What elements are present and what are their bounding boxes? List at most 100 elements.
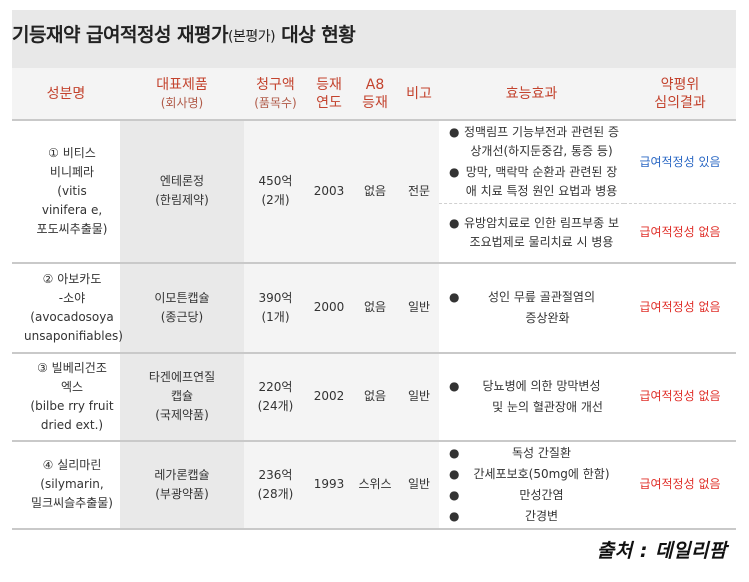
product-line: 레가론캡슐 bbox=[154, 467, 210, 482]
effect-text: 및 눈의 혈관장애 개선 bbox=[492, 399, 603, 414]
effect-item: 및 눈의 혈관장애 개선 bbox=[449, 398, 620, 417]
title-paren: (본평가) bbox=[228, 29, 276, 45]
bullet-icon: ● bbox=[449, 466, 460, 481]
year-cell: 1993 bbox=[307, 440, 351, 530]
bullet-icon: ● bbox=[449, 165, 460, 179]
product-cell: 엔테론정 (한림제약) bbox=[120, 120, 244, 264]
title-bar bbox=[12, 10, 736, 68]
note-cell: 일반 bbox=[399, 440, 439, 530]
table-row: ③ 빌베리건조 엑스 (bilbe rry fruit dried ext.) 타겐에프… bbox=[12, 352, 736, 442]
bullet-icon: ● bbox=[449, 125, 460, 139]
ingredient-line: (avocadosoya bbox=[30, 309, 114, 324]
ingredient-line: -소야 bbox=[58, 290, 86, 305]
effect-item: ● 독성 간질환 bbox=[449, 444, 620, 463]
ingredient-line: 포도씨추출물) bbox=[36, 221, 108, 236]
product-cell: 이모튼캡슐 (종근당) bbox=[120, 262, 244, 354]
effect-text: 유방암치료로 인한 림프부종 보조요법제로 물리치료 시 병용 bbox=[464, 215, 619, 249]
effect-text: 정맥림프 기능부전과 관련된 증상개선(하지둔중감, 통증 등) bbox=[464, 125, 619, 158]
effect-text: 성인 무릎 골관절염의 bbox=[488, 289, 595, 304]
ingredient-line: ③ 빌베리건조 bbox=[37, 360, 107, 375]
bullet-icon: ● bbox=[449, 508, 460, 523]
effect-text: 증상완화 bbox=[525, 310, 570, 325]
table-row: ● 유방암치료로 인한 림프부종 보조요법제로 물리치료 시 병용 급여적정성 없음 bbox=[12, 203, 736, 264]
col-effect: 효능효과 bbox=[439, 68, 624, 121]
ingredient-cell: ④ 실리마린 (silymarin, 밀크씨슬추출물) bbox=[12, 440, 120, 530]
a8-cell: 없음 bbox=[351, 120, 399, 264]
claim-cell: 390억 (1개) bbox=[244, 262, 307, 354]
effect-item: ● 간세포보호(50mg에 한함) bbox=[449, 465, 620, 484]
table-row: ① 비티스 비니페라 (vitis vinifera e, 포도씨추출물) 엔테론정 (한림… bbox=[12, 120, 736, 264]
ingredient-line: 밀크씨슬추출물) bbox=[31, 496, 113, 510]
effect-item: ● 정맥림프 기능부전과 관련된 증상개선(하지둔중감, 통증 등) bbox=[449, 123, 620, 161]
claim-line: (2개) bbox=[261, 193, 290, 208]
claim-cell: 220억 (24개) bbox=[244, 352, 307, 442]
product-cell: 레가론캡슐 (부광약품) bbox=[120, 440, 244, 530]
effect-cell: ● 독성 간질환 ● 간세포보호(50mg에 한함) ● 만성간염 ● 간경변 bbox=[439, 440, 624, 530]
effect-text: 독성 간질환 bbox=[511, 445, 571, 460]
ingredient-line: (bilbe rry fruit bbox=[30, 398, 114, 413]
result-cell: 급여적정성 있음 bbox=[624, 120, 736, 204]
note-cell: 일반 bbox=[399, 352, 439, 442]
ingredient-line: unsaponifiables) bbox=[24, 328, 123, 343]
source-credit: 출처 : 데일리팜 bbox=[596, 540, 727, 562]
claim-line: 390억 bbox=[258, 290, 293, 305]
effect-text: 간경변 bbox=[524, 508, 559, 523]
result-cell: 급여적정성 없음 bbox=[624, 440, 736, 530]
bullet-icon: ● bbox=[449, 378, 460, 393]
bullet-icon: ● bbox=[449, 215, 460, 230]
product-line: (부광약품) bbox=[155, 486, 209, 501]
year-cell: 2002 bbox=[307, 352, 351, 442]
ingredient-line: ② 아보카도 bbox=[42, 271, 102, 286]
product-line: (국제약품) bbox=[155, 408, 209, 422]
claim-line: (24개) bbox=[257, 398, 294, 413]
claim-line: 236억 bbox=[258, 467, 293, 482]
claim-line: 220억 bbox=[258, 379, 293, 394]
ingredient-cell: ② 아보카도 -소야 (avocadosoya unsaponifiables) bbox=[12, 262, 123, 354]
product-line: 캡슐 bbox=[170, 389, 194, 403]
claim-line: (28개) bbox=[257, 486, 294, 501]
ingredient-cell: ③ 빌베리건조 엑스 (bilbe rry fruit dried ext.) bbox=[12, 352, 120, 442]
col-note: 비고 bbox=[399, 68, 439, 121]
title-tail: 대상 현황 bbox=[281, 24, 356, 46]
col-product: 대표제품 (회사명) bbox=[120, 68, 244, 121]
year-cell: 2000 bbox=[307, 262, 351, 354]
effect-cell: ● 정맥림프 기능부전과 관련된 증상개선(하지둔중감, 통증 등) ● 망막, 맥락… bbox=[439, 120, 624, 204]
result-cell: 급여적정성 없음 bbox=[624, 262, 736, 354]
ingredient-line: dried ext.) bbox=[40, 417, 104, 432]
note-cell: 일반 bbox=[399, 262, 439, 354]
table-row: ② 아보카도 -소야 (avocadosoya unsaponifiables) 이모튼… bbox=[12, 262, 736, 354]
col-claim: 청구액 (품목수) bbox=[244, 68, 307, 121]
a8-cell: 스위스 bbox=[351, 440, 399, 530]
a8-cell: 없음 bbox=[351, 262, 399, 354]
effect-item: ● 간경변 bbox=[449, 507, 620, 526]
effect-cell: ● 유방암치료로 인한 림프부종 보조요법제로 물리치료 시 병용 bbox=[439, 203, 624, 264]
bullet-icon: ● bbox=[449, 289, 460, 304]
product-line: (한림제약) bbox=[155, 193, 209, 208]
ingredient-line: (vitis bbox=[57, 183, 87, 198]
ingredient-line: vinifera e, bbox=[41, 202, 103, 217]
effect-item: 증상완화 bbox=[449, 309, 620, 328]
product-line: (종근당) bbox=[160, 309, 204, 324]
col-ingredient: 성분명 bbox=[12, 68, 120, 121]
product-line: 이모튼캡슐 bbox=[154, 290, 210, 305]
effect-item: ● 망막, 맥락막 순환과 관련된 장애 치료 특정 원인 요법과 병용 bbox=[449, 163, 620, 201]
ingredient-cell: ① 비티스 비니페라 (vitis vinifera e, 포도씨추출물) bbox=[12, 120, 120, 264]
drug-table: 성분명 대표제품 (회사명) 청구액 (품목수) 등재 연도 A8 등재 비고 효능효과… bbox=[12, 68, 736, 530]
effect-item: ● 성인 무릎 골관절염의 bbox=[449, 288, 620, 307]
col-a8: A8 등재 bbox=[351, 68, 399, 121]
col-result: 약평위 심의결과 bbox=[624, 68, 736, 121]
product-line: 타겐에프연질 bbox=[148, 370, 216, 384]
effect-item: ● 당뇨병에 의한 망막변성 bbox=[449, 377, 620, 396]
col-year: 등재 연도 bbox=[307, 68, 351, 121]
claim-line: (1개) bbox=[261, 309, 290, 324]
ingredient-line: ① 비티스 bbox=[48, 145, 96, 160]
effect-text: 만성간염 bbox=[519, 487, 564, 502]
table-row: ④ 실리마린 (silymarin, 밀크씨슬추출물) 레가론캡슐 (부광약품) 236억… bbox=[12, 440, 736, 530]
a8-cell: 없음 bbox=[351, 352, 399, 442]
claim-line: 450억 bbox=[258, 174, 293, 189]
ingredient-line: (silymarin, bbox=[40, 477, 104, 491]
note-cell: 전문 bbox=[399, 120, 439, 264]
